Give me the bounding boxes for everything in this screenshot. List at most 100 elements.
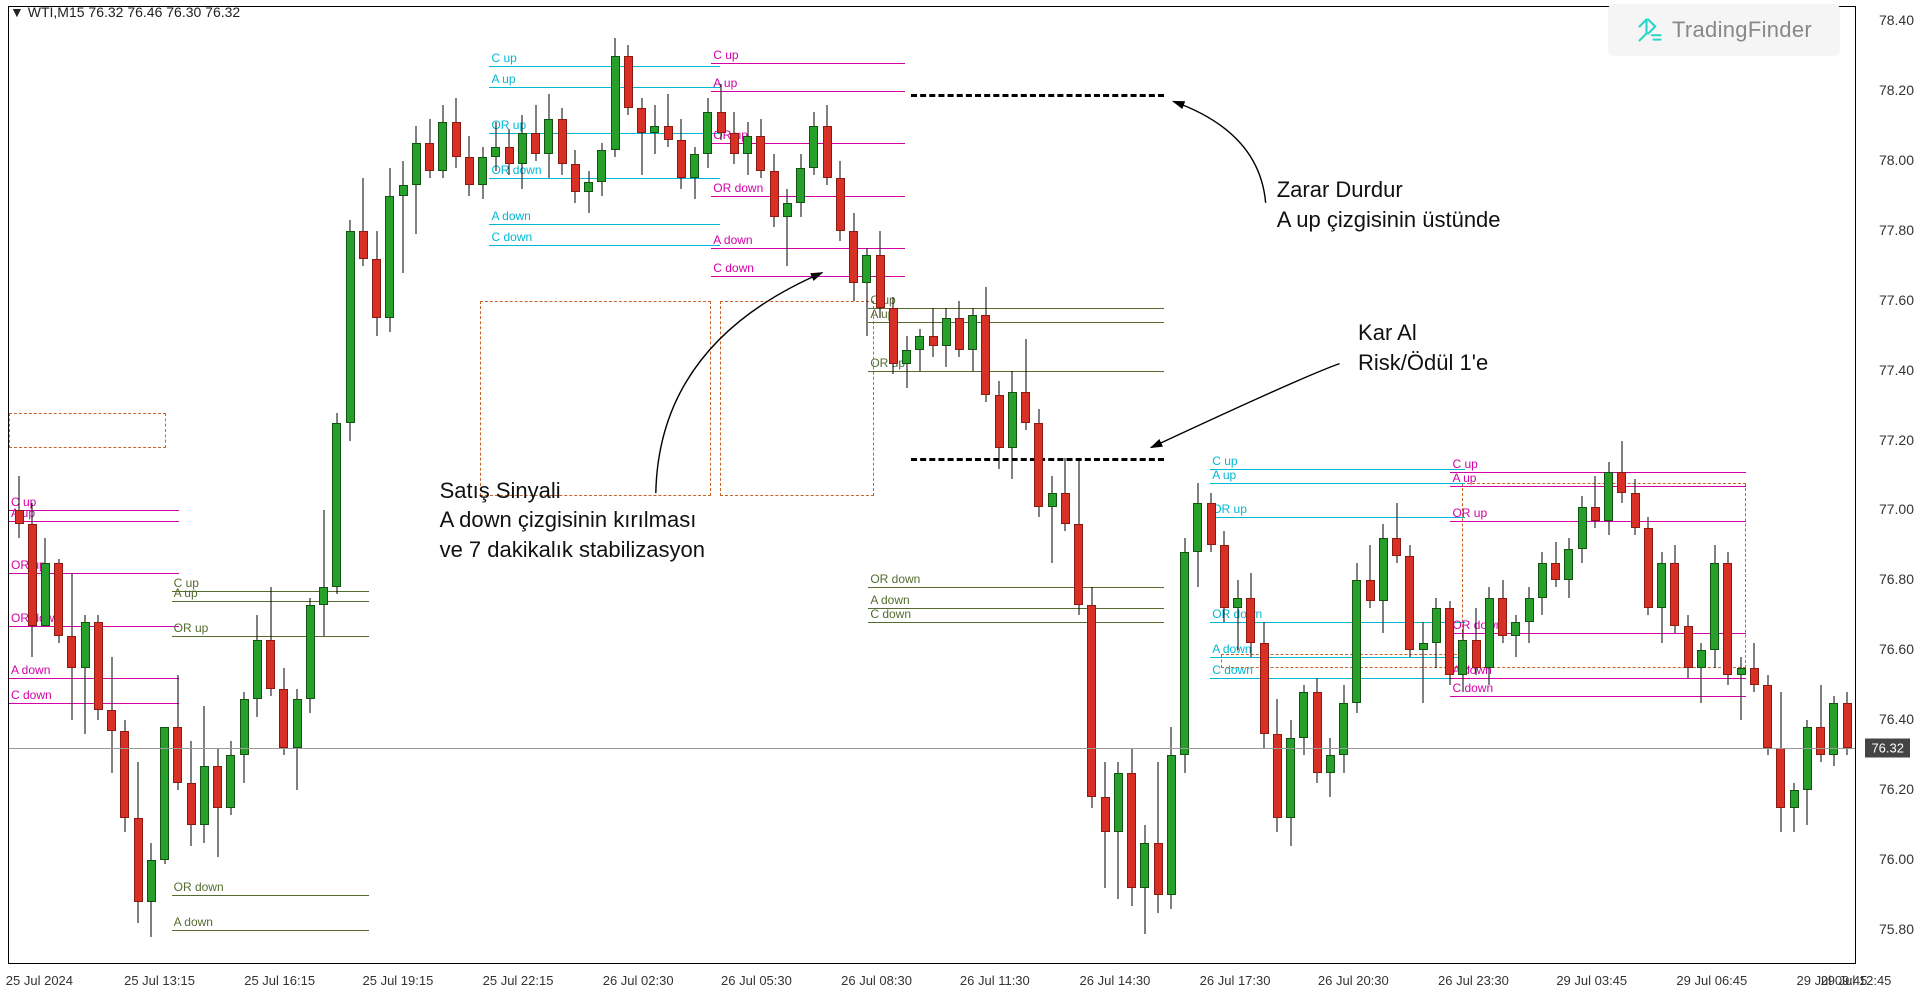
x-tick: 25 Jul 16:15 xyxy=(244,973,315,988)
level-line xyxy=(172,895,370,896)
level-line xyxy=(868,371,1164,372)
x-tick: 25 Jul 19:15 xyxy=(363,973,434,988)
x-tick: 25 Jul 13:15 xyxy=(124,973,195,988)
y-tick: 78.40 xyxy=(1879,12,1914,28)
level-label: OR down xyxy=(713,181,763,196)
level-line xyxy=(1210,657,1465,658)
level-line xyxy=(489,245,720,246)
level-label: C up xyxy=(713,48,738,63)
x-tick: 26 Jul 14:30 xyxy=(1080,973,1151,988)
x-tick: 29 Jul 12:45 xyxy=(1821,973,1892,988)
level-label: A up xyxy=(491,72,515,87)
x-tick: 26 Jul 23:30 xyxy=(1438,973,1509,988)
symbol-ohlc-label: ▼ WTI,M15 76.32 76.46 76.30 76.32 xyxy=(10,4,240,20)
level-label: OR down xyxy=(491,163,541,178)
level-label: C down xyxy=(713,261,754,276)
level-label: OR up xyxy=(870,356,905,371)
level-label: OR up xyxy=(1452,506,1487,521)
x-tick: 25 Jul 22:15 xyxy=(483,973,554,988)
level-line xyxy=(1210,483,1465,484)
annotation-take_profit: Kar AlRisk/Ödül 1'e xyxy=(1358,318,1488,377)
level-label: A up xyxy=(174,586,198,601)
y-tick: 75.80 xyxy=(1879,921,1914,937)
y-tick: 77.40 xyxy=(1879,362,1914,378)
level-label: C up xyxy=(1452,457,1477,472)
level-label: C up xyxy=(491,51,516,66)
y-axis: 75.80 76.00 76.20 76.40 76.60 76.80 77.00 77.20… xyxy=(1865,6,1920,964)
level-label: C down xyxy=(11,688,52,703)
annotation-stop_loss: Zarar DurdurA up çizgisinin üstünde xyxy=(1277,175,1501,234)
y-tick: 78.20 xyxy=(1879,82,1914,98)
level-label: OR down xyxy=(1452,618,1502,633)
level-line xyxy=(868,622,1164,623)
x-tick: 25 Jul 2024 xyxy=(6,973,73,988)
level-line xyxy=(868,322,1164,323)
level-line xyxy=(1450,521,1746,522)
y-tick: 77.20 xyxy=(1879,432,1914,448)
level-label: OR up xyxy=(174,621,209,636)
level-label: C down xyxy=(870,607,911,622)
x-axis: 25 Jul 2024 25 Jul 13:15 25 Jul 16:15 25 Ju… xyxy=(8,967,1856,997)
range-box xyxy=(720,301,873,497)
level-label: A down xyxy=(491,209,530,224)
level-line xyxy=(711,63,905,64)
level-line xyxy=(868,308,1164,309)
level-line xyxy=(1210,517,1465,518)
y-tick: 76.40 xyxy=(1879,711,1914,727)
brand-name: TradingFinder xyxy=(1672,17,1812,43)
x-tick: 29 Jul 06:45 xyxy=(1676,973,1747,988)
x-tick: 26 Jul 08:30 xyxy=(841,973,912,988)
level-line xyxy=(711,248,905,249)
level-line xyxy=(489,66,720,67)
last-price-line xyxy=(9,748,1855,749)
level-label: A up xyxy=(713,76,737,91)
level-line xyxy=(9,521,179,522)
level-line xyxy=(1210,469,1465,470)
x-tick: 26 Jul 11:30 xyxy=(960,973,1030,988)
level-label: A up xyxy=(1212,468,1236,483)
level-line xyxy=(1450,486,1746,487)
plot-area[interactable]: C upA upOR upOR downA downC downC upA up… xyxy=(8,6,1856,964)
level-line xyxy=(1450,633,1746,634)
level-label: A up xyxy=(1452,471,1476,486)
level-line xyxy=(1210,678,1465,679)
level-line xyxy=(172,930,370,931)
y-tick: 78.00 xyxy=(1879,152,1914,168)
level-line xyxy=(711,91,905,92)
level-line xyxy=(489,87,720,88)
range-box xyxy=(1221,654,1461,668)
level-line xyxy=(711,143,905,144)
trade-level-line xyxy=(911,94,1164,97)
level-label: OR down xyxy=(174,880,224,895)
y-tick: 77.00 xyxy=(1879,501,1914,517)
level-label: A down xyxy=(1212,642,1251,657)
annotation-sell_signal: Satış SinyaliA down çizgisinin kırılması… xyxy=(440,476,705,565)
y-tick: 77.80 xyxy=(1879,222,1914,238)
level-label: C down xyxy=(1452,681,1493,696)
range-box xyxy=(480,301,711,497)
y-tick: 76.80 xyxy=(1879,571,1914,587)
x-tick: 26 Jul 20:30 xyxy=(1318,973,1389,988)
y-tick: 76.60 xyxy=(1879,641,1914,657)
x-tick: 26 Jul 02:30 xyxy=(603,973,674,988)
level-line xyxy=(711,196,905,197)
level-label: A down xyxy=(870,593,909,608)
level-label: A down xyxy=(174,915,213,930)
chart-container: C upA upOR upOR downA downC downC upA up… xyxy=(0,0,1920,997)
level-label: A down xyxy=(713,233,752,248)
level-label: OR down xyxy=(870,572,920,587)
level-line xyxy=(489,224,720,225)
y-tick: 76.20 xyxy=(1879,781,1914,797)
y-tick: 76.00 xyxy=(1879,851,1914,867)
level-line xyxy=(868,587,1164,588)
level-label: C down xyxy=(491,230,532,245)
level-label: C up xyxy=(1212,454,1237,469)
level-label: C down xyxy=(1212,663,1253,678)
range-box xyxy=(9,413,166,448)
x-tick: 29 Jul 03:45 xyxy=(1556,973,1627,988)
level-line xyxy=(868,608,1164,609)
level-line xyxy=(1450,472,1746,473)
brand-logo: TradingFinder xyxy=(1608,4,1840,56)
x-tick: 26 Jul 17:30 xyxy=(1200,973,1271,988)
y-tick: 77.60 xyxy=(1879,292,1914,308)
